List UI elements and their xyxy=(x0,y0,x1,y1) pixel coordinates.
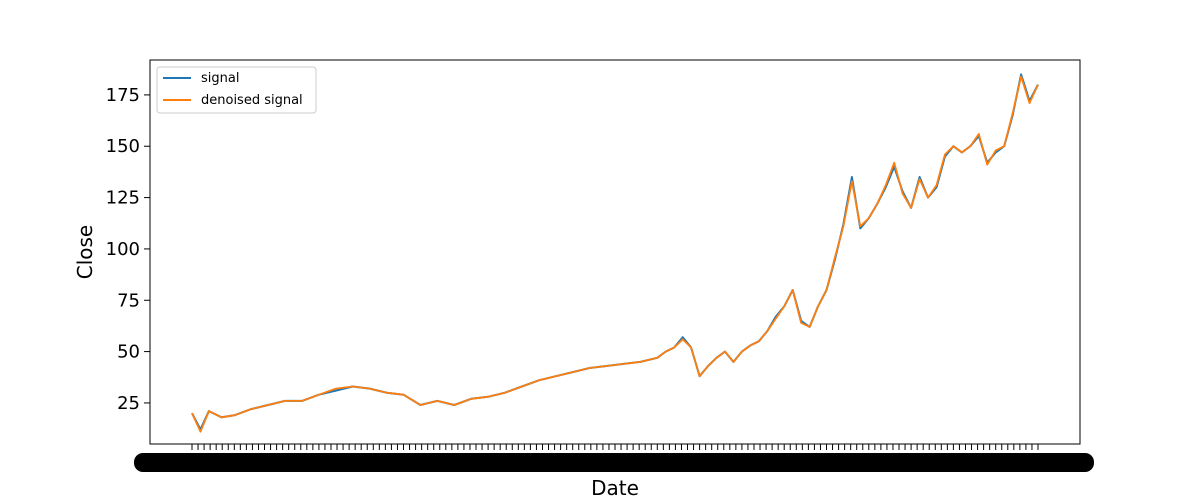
y-tick-label: 25 xyxy=(117,393,140,414)
y-axis-ticks: 25 50 75 100 125 150 175 xyxy=(106,85,150,414)
series-layer xyxy=(191,73,1039,433)
y-tick-label: 100 xyxy=(106,239,140,260)
y-tick-label: 75 xyxy=(117,290,140,311)
x-axis-title: Date xyxy=(591,476,639,500)
legend-label-signal: signal xyxy=(201,71,239,86)
y-tick-label: 50 xyxy=(117,342,140,363)
y-axis-title: Close xyxy=(73,225,97,279)
y-tick-label: 175 xyxy=(106,85,140,106)
x-tick-labels-overlap xyxy=(134,453,1094,472)
y-tick-label: 125 xyxy=(106,188,140,209)
y-tick-label: 150 xyxy=(106,136,140,157)
legend-label-denoised: denoised signal xyxy=(201,93,303,108)
legend-box xyxy=(156,66,317,114)
x-axis-ticks xyxy=(134,444,1094,472)
plot-area xyxy=(149,59,1081,445)
legend: signal denoised signal xyxy=(156,66,317,114)
series-line-denoised-signal xyxy=(191,75,1039,433)
